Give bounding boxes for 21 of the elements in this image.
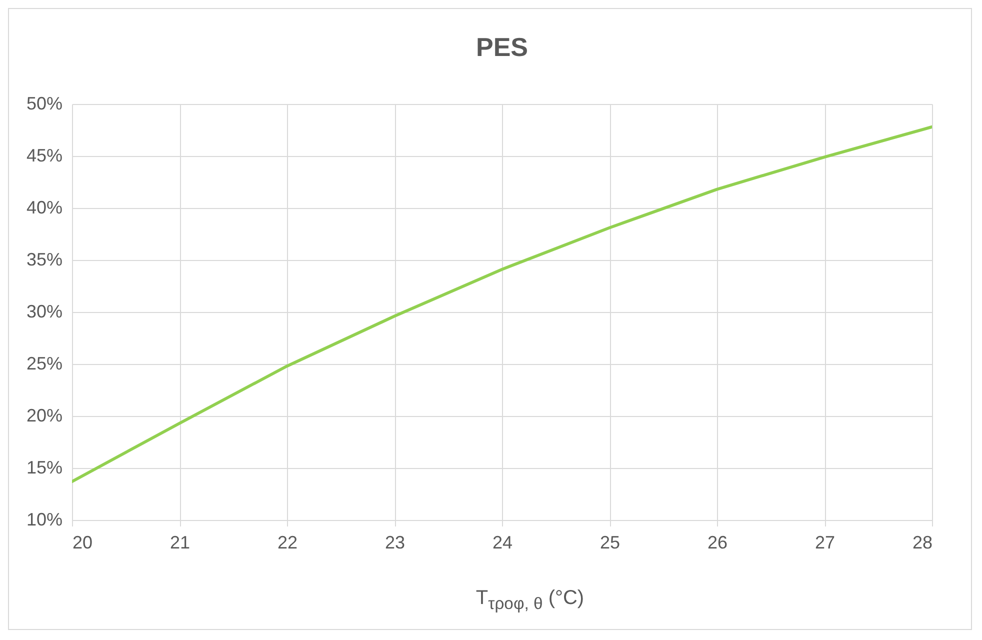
x-tick-label: 20	[72, 532, 93, 552]
line-series	[72, 125, 932, 484]
x-tick-label: 28	[912, 532, 932, 552]
x-tick-label: 22	[277, 532, 298, 552]
y-tick-label: 40%	[26, 198, 62, 218]
x-axis-title: T$_{τροφ, θ}$ (°C)	[474, 587, 586, 614]
x-tick-label: 27	[814, 532, 836, 552]
chart-title: PES	[476, 32, 528, 62]
y-tick-label: 45%	[26, 146, 62, 166]
y-tick-label: 10%	[26, 510, 62, 530]
x-tick-label: 26	[707, 532, 728, 552]
x-tick-label: 24	[492, 532, 513, 552]
y-tick-label: 20%	[26, 406, 62, 426]
x-tick-label: 21	[170, 532, 190, 552]
x-tick-label: 25	[600, 532, 620, 552]
y-tick-label: 30%	[26, 302, 62, 322]
y-tick-label: 15%	[26, 458, 62, 478]
y-tick-label: 25%	[26, 354, 62, 374]
x-tick-label: 23	[384, 532, 406, 552]
y-tick-label: 50%	[26, 94, 62, 114]
y-tick-label: 35%	[26, 250, 62, 270]
